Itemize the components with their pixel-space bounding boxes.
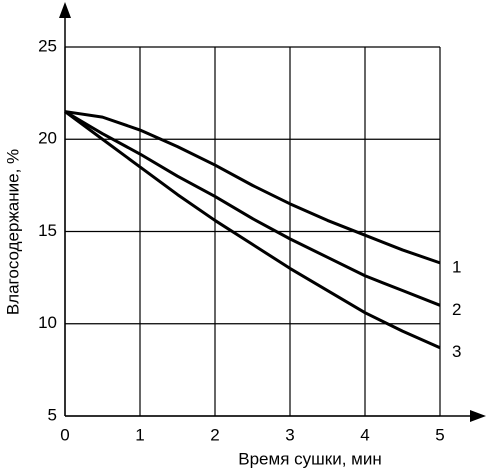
x-axis-arrow	[470, 410, 486, 422]
series-line	[64, 110, 441, 265]
series-line	[64, 110, 441, 307]
x-tick-label: 0	[60, 425, 69, 444]
x-tick-label: 1	[135, 425, 144, 444]
y-tick-label: 10	[38, 313, 57, 332]
y-tick-label: 20	[38, 129, 57, 148]
y-axis-label: Влагосодержание, %	[3, 149, 22, 315]
series-label: 1	[452, 257, 461, 276]
x-tick-label: 2	[210, 425, 219, 444]
x-tick-label: 4	[360, 425, 369, 444]
x-tick-label: 5	[435, 425, 444, 444]
series-label: 3	[452, 342, 461, 361]
y-axis-arrow	[59, 2, 71, 18]
series-line	[64, 110, 441, 350]
y-tick-label: 25	[38, 36, 57, 55]
y-tick-label: 15	[38, 221, 57, 240]
series-label: 2	[452, 300, 461, 319]
y-tick-label: 5	[48, 405, 57, 424]
x-tick-label: 3	[285, 425, 294, 444]
x-axis-label: Время сушки, мин	[238, 449, 381, 468]
